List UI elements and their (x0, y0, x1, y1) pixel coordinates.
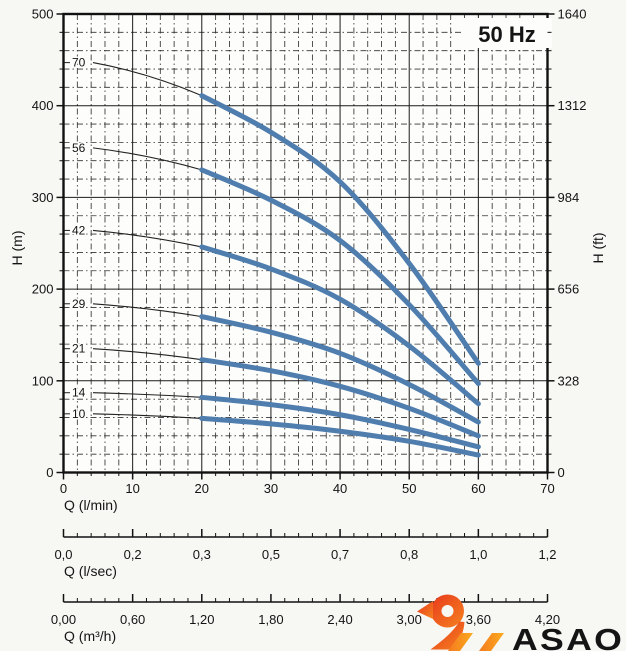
y-left-tick-label: 300 (32, 190, 54, 205)
y-left-axis-title: H (m) (9, 231, 25, 266)
axes: 0 100 200 300 400 500 0 328 656 984 1312 1640 0 10 20 3… (32, 7, 587, 628)
stage-label-14: 14 (72, 386, 86, 400)
curves: 70 56 42 29 21 14 10 (63, 54, 481, 458)
logo-mark-beak (417, 601, 433, 619)
plot-frame (62, 12, 549, 474)
y-left-tick-label: 400 (32, 98, 54, 113)
chart-title: 50 Hz (478, 22, 535, 47)
logo-stripe-1 (448, 633, 473, 651)
y-right-axis-title: H (ft) (590, 232, 606, 263)
x-tick-label: 50 (402, 481, 416, 496)
y-right-tick-label: 1312 (558, 98, 587, 113)
x-axis-m3h-tick-label: 4,20 (535, 612, 560, 627)
pump-curve-10 (199, 415, 481, 458)
stage-label-70: 70 (72, 56, 86, 70)
y-right-tick-label: 984 (558, 190, 580, 205)
x-axis-m3h-tick-label: 3,00 (397, 612, 422, 627)
x-axis-lsec-tick-label: 0,0 (54, 547, 72, 562)
pump-curve-56 (199, 167, 481, 387)
logo-stripe-2 (479, 633, 504, 651)
x-tick-label: 10 (125, 481, 139, 496)
x-axis-lsec-title: Q (l/sec) (64, 563, 117, 579)
pump-curve-42 (199, 244, 481, 407)
x-axis-lsec-tick-label: 0,3 (193, 547, 211, 562)
x-tick-label: 30 (264, 481, 278, 496)
y-left-tick-label: 0 (46, 465, 53, 480)
y-left-tick-label: 500 (32, 7, 54, 22)
x-axis-m3h-title: Q (m³/h) (64, 628, 116, 644)
y-right-tick-label: 1640 (558, 7, 587, 22)
x-axis-lsec-tick-label: 1,2 (538, 547, 556, 562)
x-axis-m3h-tick-label: 0,00 (51, 612, 76, 627)
stage-label-56: 56 (72, 141, 86, 155)
y-left-tick-label: 100 (32, 373, 54, 388)
x-axis-m3h-tick-label: 2,40 (327, 612, 352, 627)
curve-leader-10 (92, 413, 202, 419)
stage-label-29: 29 (72, 297, 86, 311)
curve-leader-21 (92, 348, 202, 361)
x-tick-label: 20 (195, 481, 209, 496)
x-tick-label: 60 (471, 481, 485, 496)
x-axis-lsec-tick-label: 0,5 (262, 547, 280, 562)
x-axis-lmin-title: Q (l/min) (64, 497, 118, 513)
curve-leader-42 (92, 229, 202, 248)
curve-leader-70 (92, 62, 203, 97)
x-axis-m3h-tick-label: 3,60 (466, 612, 491, 627)
y-left-tick-label: 200 (32, 282, 54, 297)
y-right-tick-label: 656 (558, 282, 580, 297)
y-right-tick-label: 0 (558, 465, 565, 480)
stage-label-10: 10 (72, 407, 86, 421)
pump-curve-14 (199, 394, 481, 450)
curve-leader-56 (92, 147, 202, 171)
title-background (462, 18, 552, 48)
x-axis-m3h-tick-label: 0,60 (120, 612, 145, 627)
stage-label-21: 21 (72, 342, 86, 356)
x-axis-lsec-tick-label: 0,8 (400, 547, 418, 562)
logo-text: ASAO (512, 623, 624, 651)
x-axis-m3h-tick-label: 1,20 (189, 612, 214, 627)
x-axis-lsec-tick-label: 0,2 (124, 547, 142, 562)
x-axis-lsec-tick-label: 1,0 (469, 547, 487, 562)
pump-curve-70 (199, 93, 481, 366)
x-axis-lsec-tick-label: 0,7 (331, 547, 349, 562)
x-tick-label: 40 (333, 481, 347, 496)
curve-leader-14 (92, 392, 202, 398)
asao-logo: ASAO (417, 594, 624, 651)
curve-leader-29 (92, 303, 202, 318)
y-right-tick-label: 328 (558, 373, 580, 388)
stage-label-42: 42 (72, 223, 86, 237)
x-tick-label: 0 (60, 481, 67, 496)
x-tick-label: 70 (540, 481, 554, 496)
x-axis-m3h-tick-label: 1,80 (258, 612, 283, 627)
pump-curve-29 (199, 314, 481, 425)
pump-curve-21 (199, 357, 481, 439)
logo-mark-head (431, 594, 464, 628)
